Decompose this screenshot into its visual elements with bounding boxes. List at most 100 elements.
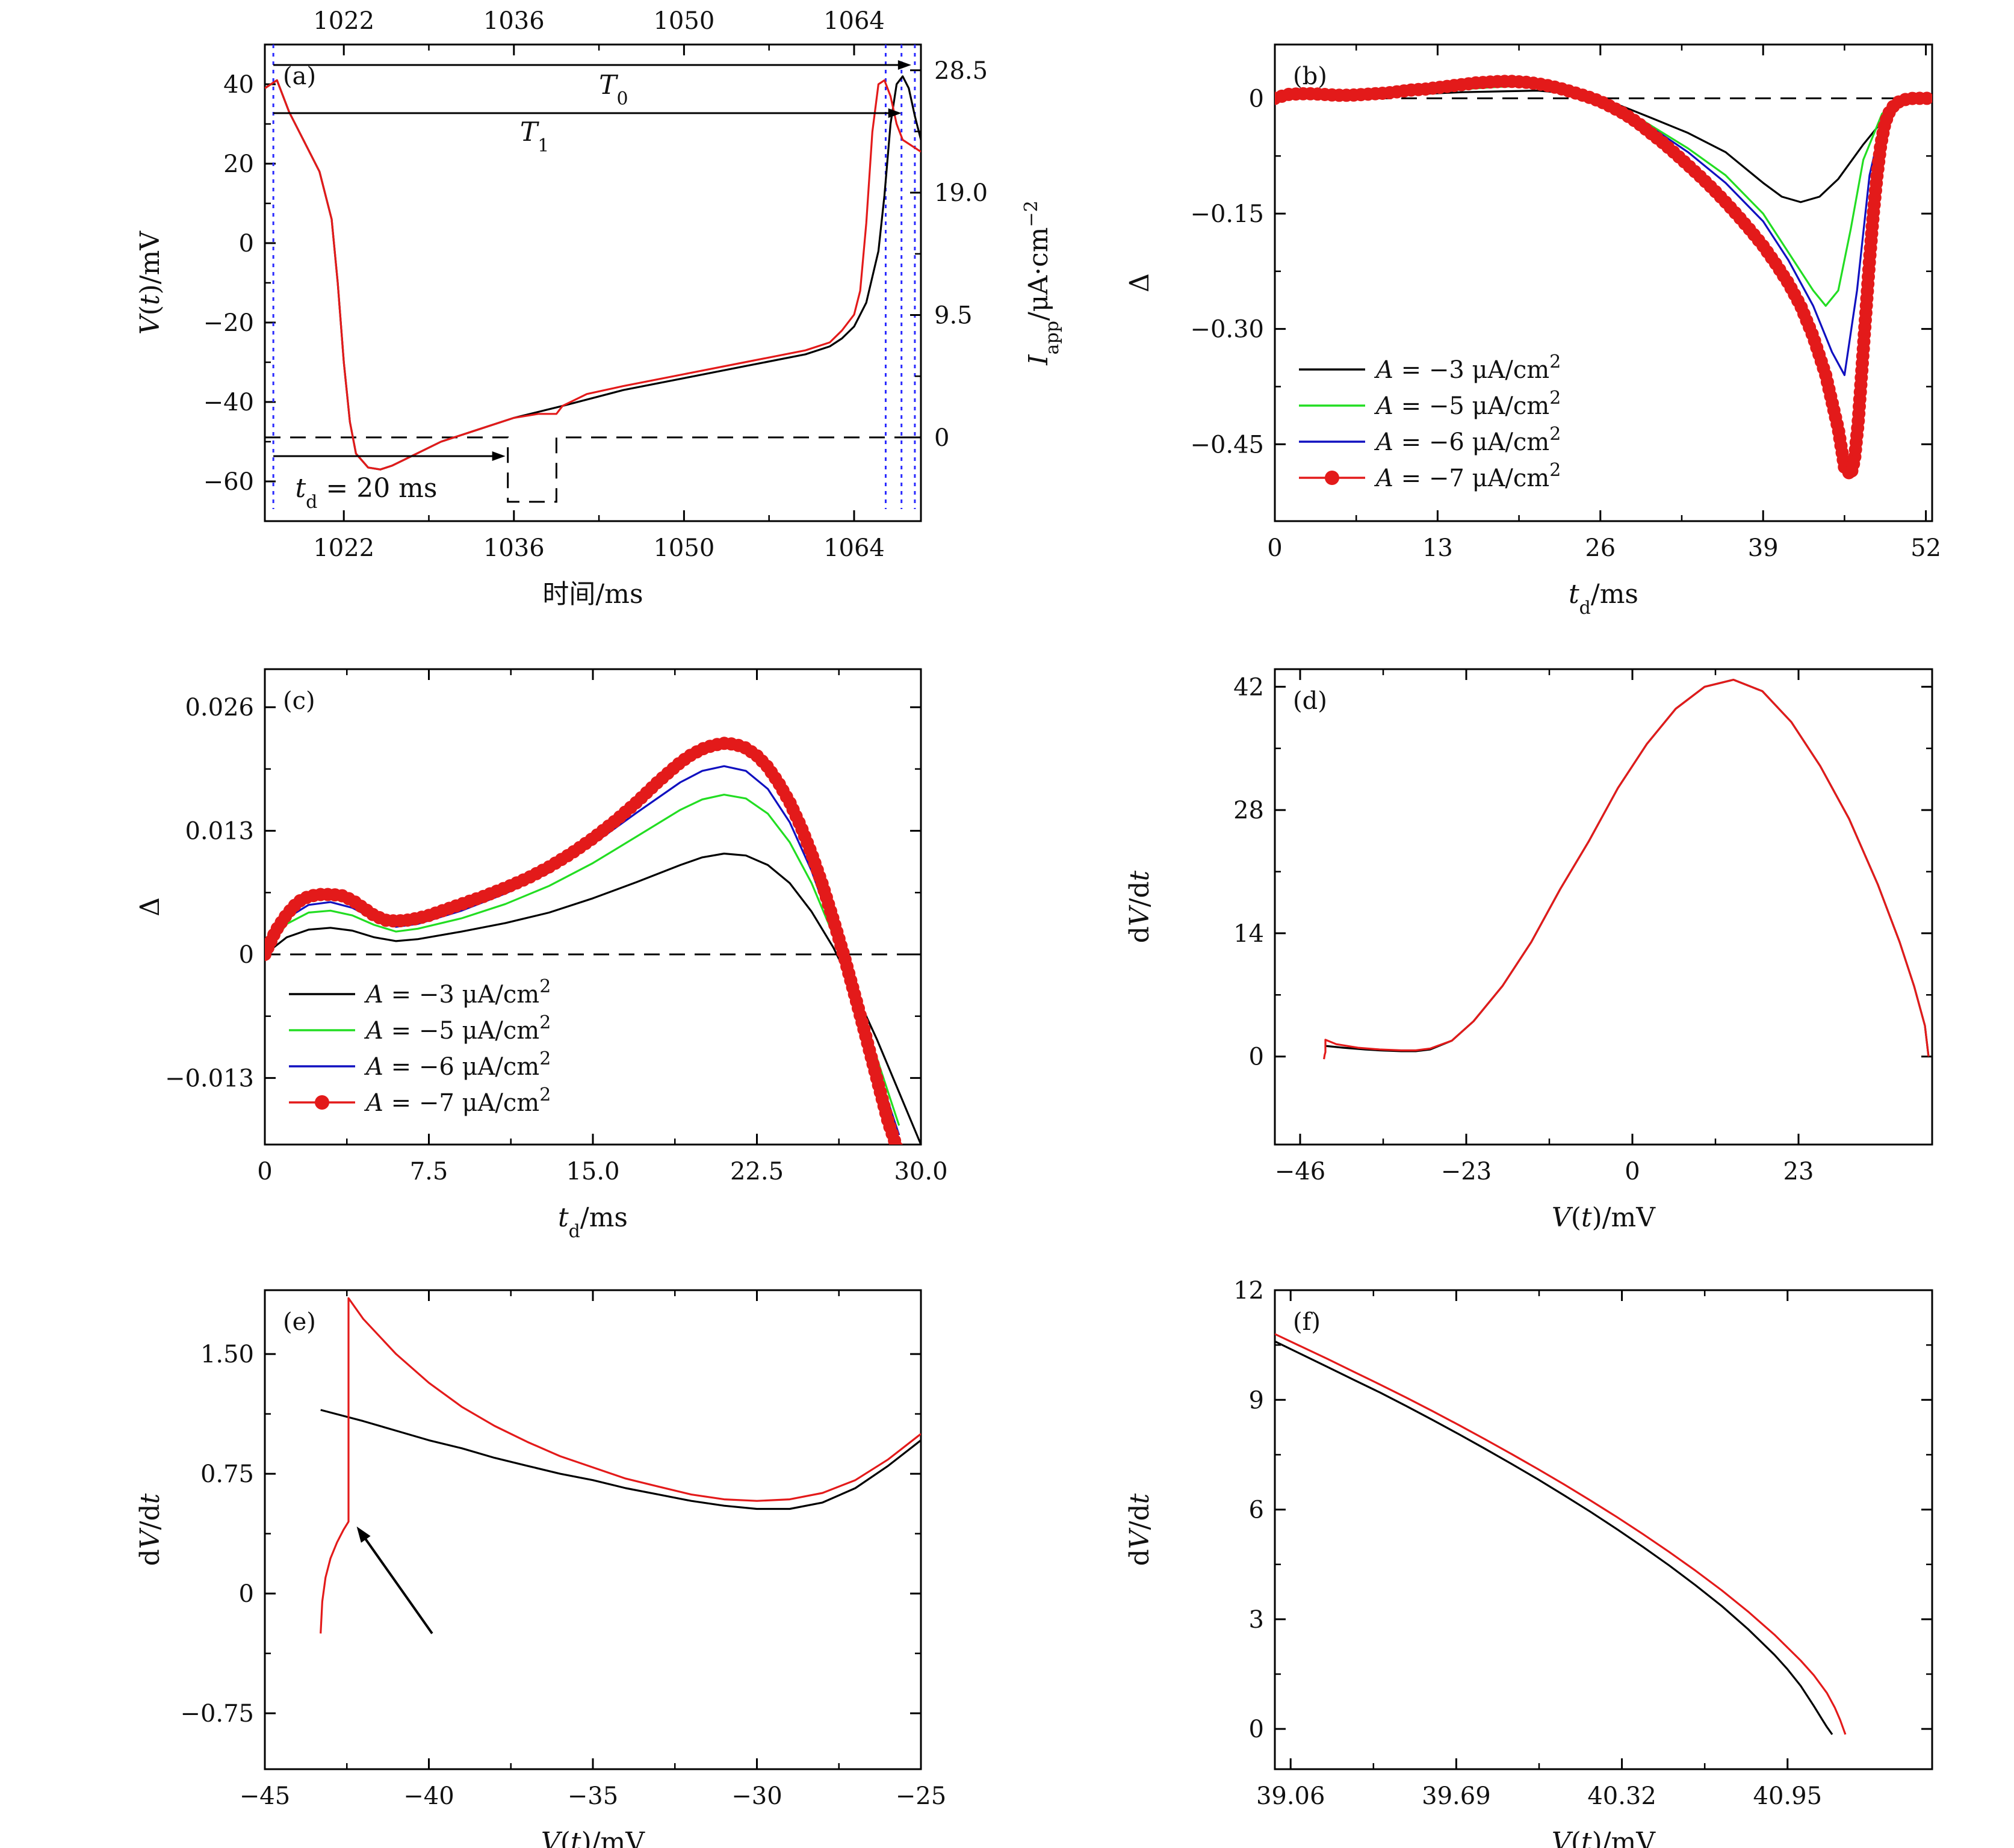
y-tick-label: −0.15 <box>1190 200 1264 228</box>
y-axis-label: Δ <box>135 897 166 916</box>
legend-label: A = −7 μA/cm2 <box>364 1084 551 1117</box>
panel-c: 0 7.5 15.0 22.5 30.0 −0.013 0 0.013 0.026 td/ms Δ (… <box>135 668 948 1242</box>
y-axis-label: dV/dt <box>1124 870 1155 943</box>
x-tick-label: −45 <box>240 1782 290 1810</box>
y2-tick-label: 28.5 <box>934 57 988 85</box>
plot-frame <box>1274 1289 1933 1770</box>
x-tick-label: 0 <box>1625 1158 1640 1185</box>
legend-label: A = −3 μA/cm2 <box>364 976 551 1009</box>
y-tick-label: 0 <box>1249 85 1264 113</box>
y-tick-label: −0.45 <box>1190 431 1264 459</box>
x-tick-label: 52 <box>1910 534 1941 562</box>
x-tick-label: −46 <box>1275 1158 1325 1185</box>
x-tick-label: 1036 <box>483 534 545 562</box>
legend-label: A = −5 μA/cm2 <box>364 1012 551 1045</box>
y-tick-label: 0 <box>1249 1043 1264 1071</box>
series-line-red <box>265 742 897 1145</box>
y-tick-label: −0.75 <box>180 1700 254 1728</box>
x-tick-label: −30 <box>731 1782 782 1810</box>
series-line-black <box>1275 1340 1833 1735</box>
series-line-blue <box>1275 82 1932 376</box>
y-tick-label: −20 <box>203 309 254 337</box>
stimulus-trace <box>265 436 921 503</box>
T0-label: T0 <box>599 70 628 110</box>
y-axis-label: Δ <box>1124 273 1155 292</box>
x-axis-label: td/ms <box>558 1202 628 1242</box>
y-tick-label: −40 <box>203 389 254 416</box>
panel-label: (a) <box>283 63 316 90</box>
series-line-green <box>1275 84 1932 307</box>
top-x-tick-label: 1050 <box>653 7 714 35</box>
annotation-arrow <box>362 1535 433 1634</box>
x-tick-label: 40.32 <box>1587 1782 1656 1810</box>
y-axis-label: V(t)/mV <box>135 230 166 335</box>
y-tick-label: 0.026 <box>185 694 254 722</box>
y-tick-label: 6 <box>1249 1497 1264 1524</box>
y-tick-label: 0 <box>239 230 254 258</box>
series-line-black <box>265 75 921 471</box>
y-tick-label: 42 <box>1233 673 1264 701</box>
y-tick-label: 9 <box>1249 1386 1264 1414</box>
series-line-green <box>265 794 900 1126</box>
y-tick-label: 1.50 <box>200 1341 254 1368</box>
y-tick-label: 0 <box>239 1580 254 1608</box>
x-tick-label: 39.06 <box>1256 1782 1325 1810</box>
series-line-red <box>1275 1333 1847 1735</box>
top-x-tick-label: 1022 <box>313 7 374 35</box>
x-tick-label: 1050 <box>653 534 714 562</box>
y-tick-label: 0.013 <box>185 818 254 845</box>
panel-label: (f) <box>1293 1308 1321 1336</box>
y-tick-label: 0 <box>239 941 254 969</box>
top-x-tick-label: 1064 <box>823 7 885 35</box>
y-tick-label: 12 <box>1233 1277 1264 1305</box>
legend-label: A = −6 μA/cm2 <box>364 1048 551 1081</box>
y2-tick-label: 19.0 <box>934 179 988 207</box>
y2-tick-label: 0 <box>934 424 949 452</box>
y-tick-label: 3 <box>1249 1606 1264 1634</box>
panel-label: (e) <box>283 1308 316 1336</box>
x-axis-label: V(t)/mV <box>1552 1827 1656 1848</box>
y-tick-label: −0.013 <box>165 1065 254 1092</box>
x-tick-label: −23 <box>1441 1158 1492 1185</box>
x-axis-label: td/ms <box>1569 579 1638 619</box>
data-point <box>891 1140 903 1145</box>
panel-b: 0 13 26 39 52 −0.45 −0.30 −0.15 0 td/ms Δ (b) A = −3… <box>1124 43 1941 619</box>
panel-f: 39.06 39.69 40.32 40.95 0 3 6 9 12 V(t)/mV dV/dt (f… <box>1124 1277 1933 1848</box>
legend-label: A = −5 μA/cm2 <box>1374 388 1561 421</box>
legend-label: A = −3 μA/cm2 <box>1374 351 1561 385</box>
y-axis-label: dV/dt <box>135 1493 166 1566</box>
panel-label: (c) <box>283 687 315 715</box>
x-tick-label: 15.0 <box>566 1158 619 1185</box>
y-tick-label: 40 <box>223 71 254 99</box>
y2-tick-label: 9.5 <box>934 302 973 330</box>
x-tick-label: 39 <box>1748 534 1779 562</box>
legend-label: A = −7 μA/cm2 <box>1374 460 1561 493</box>
panel-e: −45 −40 −35 −30 −25 −0.75 0 0.75 1.50 V(t)/mV dV/d… <box>135 1289 946 1848</box>
td-label: td = 20 ms <box>295 473 437 513</box>
y-axis-label: dV/dt <box>1124 1493 1155 1566</box>
y-tick-label: 20 <box>223 150 254 178</box>
T1-label: T1 <box>520 117 549 156</box>
y-tick-label: −0.30 <box>1190 316 1264 344</box>
x-axis-label: V(t)/mV <box>1552 1202 1656 1233</box>
plot-frame <box>264 43 922 522</box>
x-tick-label: 23 <box>1783 1158 1814 1185</box>
x-tick-label: 0 <box>1267 534 1282 562</box>
series-line-black <box>1325 679 1930 1057</box>
x-tick-label: −35 <box>568 1782 618 1810</box>
x-tick-label: 13 <box>1422 534 1453 562</box>
series-line-red <box>265 79 921 471</box>
data-point <box>1920 91 1932 105</box>
y-tick-label: 0.75 <box>200 1460 254 1488</box>
plot-frame <box>264 1289 922 1770</box>
x-tick-label: 26 <box>1585 534 1616 562</box>
panel-d: −46 −23 0 23 0 14 28 42 V(t)/mV dV/dt (d) <box>1124 668 1933 1233</box>
x-tick-label: 30.0 <box>894 1158 947 1185</box>
top-x-tick-label: 1036 <box>483 7 545 35</box>
panel-label: (b) <box>1293 63 1327 90</box>
legend-label: A = −6 μA/cm2 <box>1374 424 1561 457</box>
y-tick-label: 14 <box>1233 920 1264 948</box>
series-line-black <box>265 852 921 1145</box>
y2-axis-label: Iapp/μA·cm−2 <box>1021 200 1063 365</box>
